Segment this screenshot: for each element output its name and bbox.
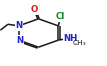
- Text: N: N: [16, 36, 23, 45]
- Text: Cl: Cl: [56, 12, 65, 22]
- Text: NH: NH: [63, 34, 77, 43]
- Text: CH₃: CH₃: [72, 40, 86, 46]
- Text: O: O: [31, 5, 38, 14]
- Text: N: N: [15, 21, 22, 30]
